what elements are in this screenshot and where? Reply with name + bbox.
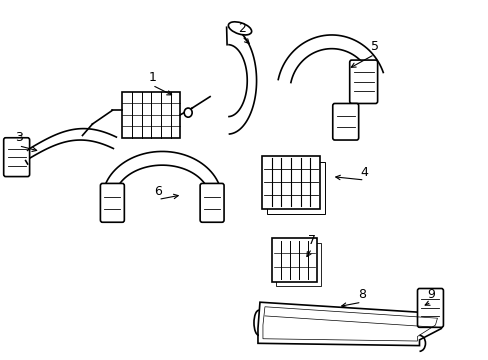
Ellipse shape — [228, 22, 251, 35]
Bar — [271, 238, 316, 282]
Text: 4: 4 — [360, 166, 368, 179]
Polygon shape — [258, 302, 441, 346]
Bar — [275, 243, 320, 286]
Bar — [262, 156, 319, 208]
Text: 9: 9 — [427, 288, 434, 301]
Text: 2: 2 — [238, 22, 245, 35]
Text: 6: 6 — [154, 185, 162, 198]
FancyBboxPatch shape — [349, 60, 377, 103]
Text: 3: 3 — [15, 131, 22, 144]
FancyBboxPatch shape — [200, 184, 224, 222]
Bar — [122, 92, 180, 138]
Circle shape — [184, 108, 192, 117]
Text: 8: 8 — [357, 288, 365, 301]
FancyBboxPatch shape — [100, 184, 124, 222]
FancyBboxPatch shape — [332, 103, 358, 140]
FancyBboxPatch shape — [4, 138, 30, 176]
Bar — [266, 162, 324, 214]
FancyBboxPatch shape — [417, 288, 443, 327]
Text: 5: 5 — [370, 40, 378, 53]
Text: 1: 1 — [148, 71, 156, 84]
Text: 7: 7 — [307, 234, 315, 247]
